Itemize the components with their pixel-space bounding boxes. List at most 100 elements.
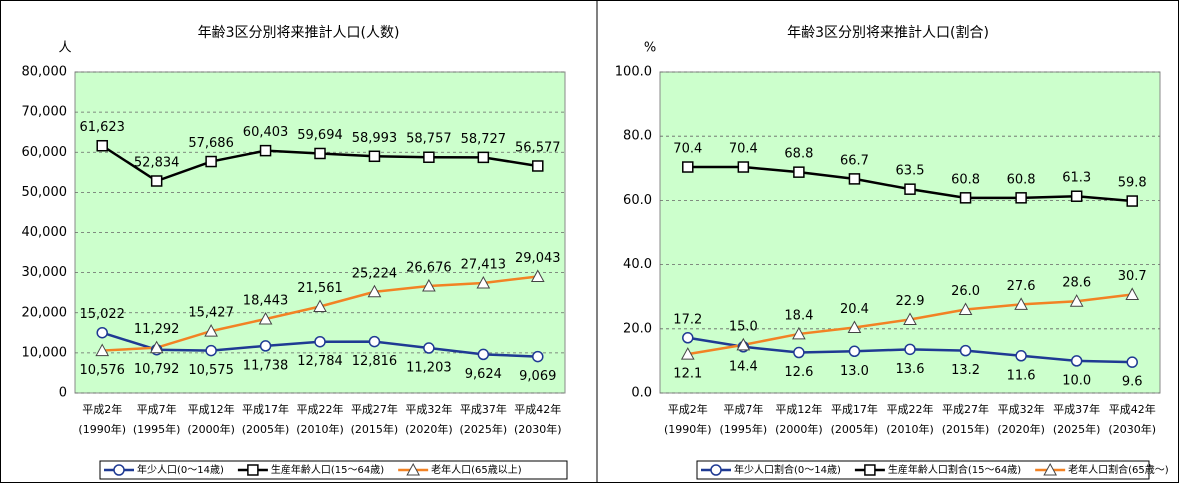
marker <box>1015 192 1027 204</box>
x-tick-label: 平成27年 <box>351 402 398 416</box>
marker <box>476 275 491 289</box>
marker <box>793 166 805 178</box>
data-label: 60.8 <box>1007 172 1036 187</box>
marker <box>847 320 862 334</box>
data-label: 26,676 <box>406 260 452 275</box>
marker <box>792 326 806 340</box>
data-label: 10,576 <box>79 363 125 378</box>
marker <box>95 343 110 357</box>
y-axis-unit: 人 <box>58 41 71 56</box>
data-label: 30.7 <box>1118 269 1147 284</box>
marker <box>259 340 272 352</box>
y-tick-label: 0 <box>59 386 67 401</box>
marker <box>903 312 917 325</box>
x-tick-label: 平成32年 <box>998 402 1045 416</box>
x-tick-label: (2000年) <box>775 422 823 436</box>
data-label: 11,738 <box>243 358 289 373</box>
marker <box>904 343 916 356</box>
data-label: 27,413 <box>461 258 507 273</box>
x-tick-label: (2010年) <box>296 422 344 436</box>
data-label: 70.4 <box>729 142 758 157</box>
marker <box>313 299 327 312</box>
data-label: 9,624 <box>465 367 502 382</box>
x-tick-label: 平成17年 <box>831 402 878 416</box>
marker <box>314 335 326 348</box>
data-label: 9.6 <box>1122 375 1143 390</box>
marker <box>367 284 382 298</box>
marker <box>530 269 545 282</box>
x-tick-label: 平成42年 <box>514 402 561 416</box>
legend-label: 老年人口割合(65歳～) <box>1068 463 1169 476</box>
y-tick-label: 60,000 <box>22 145 68 160</box>
data-label: 12,816 <box>352 354 398 369</box>
marker <box>680 347 695 360</box>
data-label: 10,575 <box>188 363 234 378</box>
x-tick-label: (1995年) <box>720 422 768 436</box>
x-tick-label: (2005年) <box>242 422 290 436</box>
data-label: 60.8 <box>951 172 980 187</box>
legend-label: 生産年齢人口割合(15～64歳) <box>888 463 1021 476</box>
y-tick-label: 100.0 <box>615 65 652 80</box>
chart-title: 年齢3区分別将来推計人口(割合) <box>787 24 989 41</box>
marker <box>422 278 436 292</box>
x-tick-label: (2005年) <box>831 422 879 436</box>
chart-title: 年齢3区分別将来推計人口(人数) <box>198 25 400 41</box>
x-tick-label: 平成32年 <box>405 402 452 416</box>
marker <box>848 173 861 185</box>
marker <box>477 151 490 164</box>
data-label: 68.8 <box>784 147 813 162</box>
data-label: 11,292 <box>134 322 180 337</box>
legend: 年少人口(0～14歳) 生産年齢人口(15～64歳) 老年人口(65歳以上) <box>99 460 568 480</box>
data-label: 52,834 <box>134 156 180 171</box>
x-tick-label: (2000年) <box>187 422 235 436</box>
data-label: 10.0 <box>1062 373 1091 388</box>
data-label: 58,993 <box>352 131 398 146</box>
x-tick-label: 平成17年 <box>242 402 289 416</box>
data-label: 70.4 <box>673 142 702 157</box>
data-label: 13.6 <box>896 362 925 377</box>
data-label: 13.0 <box>840 364 869 379</box>
data-label: 66.7 <box>840 153 869 168</box>
marker <box>204 324 218 337</box>
data-label: 27.6 <box>1007 279 1036 294</box>
legend-label: 老年人口(65歳以上) <box>431 463 522 476</box>
data-label: 11.6 <box>1007 368 1036 383</box>
marker <box>736 337 751 351</box>
data-label: 57,686 <box>188 136 234 151</box>
legend-box <box>696 460 1150 480</box>
marker <box>682 161 694 173</box>
data-label: 61,623 <box>79 120 125 135</box>
x-tick-label: (2010年) <box>886 422 934 436</box>
marker <box>205 155 217 168</box>
marker <box>1126 356 1138 368</box>
x-tick-label: (2025年) <box>1053 422 1101 436</box>
marker <box>532 160 544 172</box>
legend-marker <box>710 464 722 476</box>
x-tick-label: (2015年) <box>351 422 399 436</box>
y-tick-label: 80.0 <box>623 129 652 144</box>
data-label: 56,577 <box>515 140 561 155</box>
x-tick-label: (1990年) <box>78 422 126 436</box>
legend-label: 年少人口(0～14歳) <box>137 463 224 476</box>
x-tick-label: (2030年) <box>1108 422 1156 436</box>
legend-box <box>99 460 568 480</box>
data-label: 15.0 <box>729 319 758 334</box>
x-tick-label: (1990年) <box>664 422 712 436</box>
marker <box>532 350 544 363</box>
marker <box>1069 294 1084 307</box>
marker <box>368 335 381 348</box>
data-label: 22.9 <box>896 294 925 309</box>
data-label: 29,043 <box>515 251 561 266</box>
x-tick-label: 平成12年 <box>188 402 235 416</box>
marker <box>1014 297 1028 310</box>
data-label: 21,561 <box>297 281 343 296</box>
legend-marker <box>406 462 420 476</box>
marker <box>904 183 916 195</box>
y-tick-label: 50,000 <box>22 185 68 200</box>
y-tick-label: 30,000 <box>22 265 68 280</box>
data-label: 63.5 <box>896 164 925 179</box>
x-tick-label: 平成27年 <box>942 402 989 416</box>
marker <box>1125 287 1140 300</box>
data-label: 15,427 <box>188 306 234 321</box>
x-tick-label: (2015年) <box>942 422 990 436</box>
